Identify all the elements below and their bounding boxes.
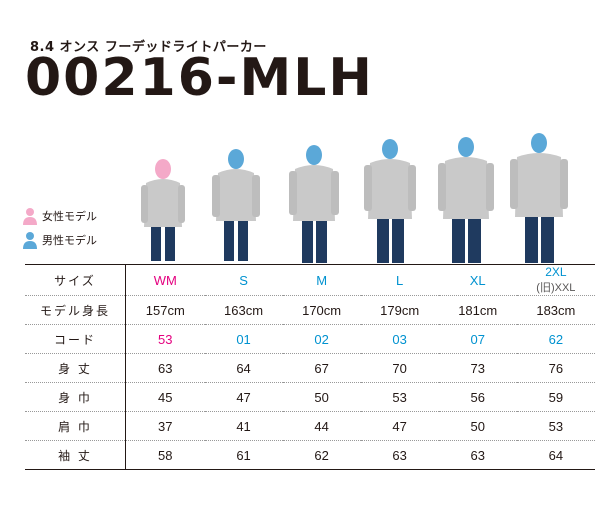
table-cell: 170cm [282, 295, 361, 325]
size-2xl-cell: 2XL (旧)XXL [516, 264, 595, 296]
size-xl: XL [438, 264, 517, 296]
size-2xl-old-name: (旧)XXL [536, 282, 576, 294]
table-cell: 59 [516, 382, 595, 412]
code-cell: 62 [516, 324, 595, 354]
table-cell: 73 [438, 353, 517, 383]
code-cell: 53 [125, 324, 205, 354]
row-label-body-width: 身 巾 [25, 382, 126, 412]
table-cell: 70 [360, 353, 439, 383]
size-s: S [204, 264, 283, 296]
model-figure-l [364, 139, 416, 263]
code-cell: 03 [360, 324, 439, 354]
table-row-sleeve-length: 袖 丈 58 61 62 63 63 64 [25, 440, 595, 470]
table-cell: 76 [516, 353, 595, 383]
table-cell: 63 [360, 440, 439, 470]
table-cell: 44 [282, 411, 361, 441]
row-label-body-length: 身 丈 [25, 353, 126, 383]
model-figure-wm [141, 159, 185, 261]
table-cell: 45 [125, 382, 205, 412]
table-row-size: サイズ WM S M L XL 2XL (旧)XXL [25, 264, 595, 296]
table-cell: 163cm [204, 295, 283, 325]
row-label-sleeve-length: 袖 丈 [25, 440, 126, 470]
code-cell: 07 [438, 324, 517, 354]
table-cell: 58 [125, 440, 205, 470]
table-cell: 61 [204, 440, 283, 470]
row-label-size: サイズ [25, 264, 126, 296]
table-cell: 62 [282, 440, 361, 470]
model-figure-2xl [510, 133, 568, 263]
row-label-code: コード [25, 324, 126, 354]
table-cell: 64 [204, 353, 283, 383]
legend-male: 男性モデル [22, 230, 97, 250]
table-cell: 41 [204, 411, 283, 441]
table-row-body-width: 身 巾 45 47 50 53 56 59 [25, 382, 595, 412]
code-cell: 01 [204, 324, 283, 354]
table-row-body-length: 身 丈 63 64 67 70 73 76 [25, 353, 595, 383]
model-code: 00216-MLH [25, 48, 374, 108]
legend-female-label: 女性モデル [42, 210, 97, 223]
table-cell: 179cm [360, 295, 439, 325]
model-figure-m [289, 145, 339, 263]
table-row-shoulder-width: 肩 巾 37 41 44 47 50 53 [25, 411, 595, 441]
model-figure-s [212, 149, 260, 261]
model-legend: 女性モデル 男性モデル [22, 206, 97, 254]
table-cell: 37 [125, 411, 205, 441]
table-cell: 56 [438, 382, 517, 412]
row-label-height: モデル身長 [25, 295, 126, 325]
male-person-icon [23, 232, 37, 249]
table-cell: 157cm [125, 295, 205, 325]
female-person-icon [23, 208, 37, 225]
table-cell: 64 [516, 440, 595, 470]
table-cell: 63 [125, 353, 205, 383]
table-row-code: コード 53 01 02 03 07 62 [25, 324, 595, 354]
table-cell: 53 [360, 382, 439, 412]
legend-male-label: 男性モデル [42, 234, 97, 247]
code-cell: 02 [282, 324, 361, 354]
legend-female: 女性モデル [22, 206, 97, 226]
size-l: L [360, 264, 439, 296]
size-m: M [282, 264, 361, 296]
table-cell: 181cm [438, 295, 517, 325]
model-figure-xl [438, 137, 494, 263]
table-cell: 50 [282, 382, 361, 412]
model-figures [141, 133, 568, 263]
size-table: サイズ WM S M L XL 2XL (旧)XXL モデル身長 157cm 1… [25, 264, 595, 470]
table-cell: 53 [516, 411, 595, 441]
table-cell: 47 [360, 411, 439, 441]
table-cell: 67 [282, 353, 361, 383]
table-cell: 63 [438, 440, 517, 470]
product-subtitle: 8.4 オンス フーデッドライトパーカー [30, 40, 267, 55]
table-cell: 47 [204, 382, 283, 412]
size-wm: WM [125, 264, 205, 296]
table-cell: 50 [438, 411, 517, 441]
size-2xl: 2XL [545, 265, 567, 279]
table-cell: 183cm [516, 295, 595, 325]
table-row-height: モデル身長 157cm 163cm 170cm 179cm 181cm 183c… [25, 295, 595, 325]
row-label-shoulder-width: 肩 巾 [25, 411, 126, 441]
